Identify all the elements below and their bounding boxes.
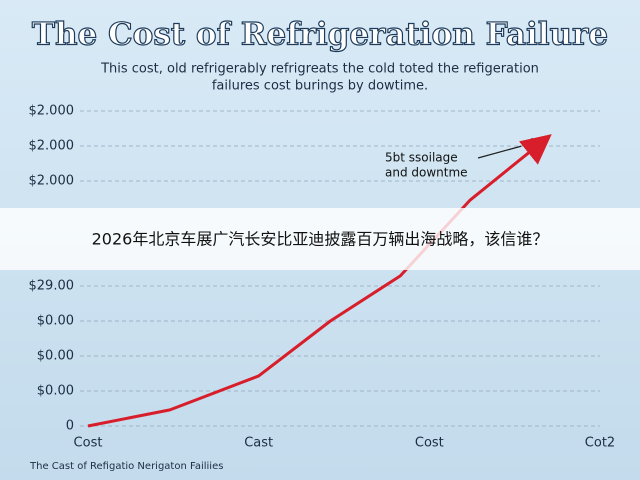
subtitle: This cost, old refrigerably refrigreats … [100, 62, 539, 77]
x-tick-label: Cast [244, 436, 273, 451]
annotation: 5bt ssoilage [385, 151, 458, 165]
y-tick-label: 0 [66, 419, 74, 434]
y-tick-label: $0.00 [37, 384, 74, 399]
y-tick-label: $2.000 [29, 104, 75, 119]
data-line [87, 134, 552, 428]
footer: The Cast of Refigatio Nerigaton Failiies [29, 461, 223, 472]
y-tick-label: $0.00 [37, 349, 74, 364]
annotation: and downtme [385, 166, 468, 180]
banner-text: 2026年北京车展广汽长安比亚迪披露百万辆出海战略，该信谁？ [92, 230, 549, 249]
y-tick-label: $0.00 [37, 314, 74, 329]
x-tick-label: Cost [74, 436, 103, 451]
banner [0, 208, 640, 270]
y-tick-label: $2.000 [29, 139, 75, 154]
y-tick-label: $29.00 [29, 279, 75, 294]
x-tick-label: Cost [415, 436, 444, 451]
subtitle: failures cost burings by dowtime. [212, 79, 428, 94]
chart-title: The Cost of Refrigeration Failure [32, 17, 608, 53]
y-tick-label: $2.000 [29, 174, 75, 189]
x-tick-label: Cot2 [585, 436, 615, 451]
